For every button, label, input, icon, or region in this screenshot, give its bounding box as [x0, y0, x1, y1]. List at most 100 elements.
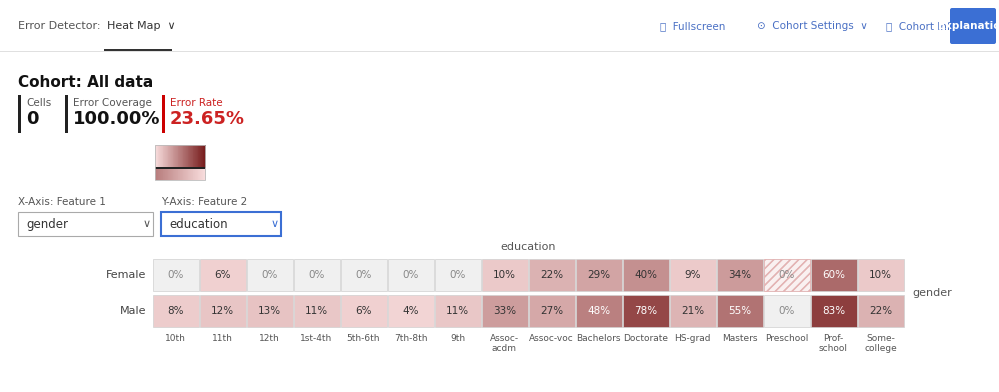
Bar [203, 168, 204, 180]
Text: 0%: 0% [778, 270, 794, 279]
Bar [528, 258, 574, 290]
Bar [179, 145, 181, 168]
Text: 9%: 9% [684, 270, 700, 279]
Text: 29%: 29% [587, 270, 610, 279]
Bar [188, 145, 189, 168]
Text: Assoc-
acdm: Assoc- acdm [490, 334, 519, 354]
Text: 83%: 83% [822, 305, 845, 316]
Text: Error Coverage: Error Coverage [73, 98, 152, 108]
Text: gender: gender [26, 218, 68, 230]
Text: 34%: 34% [728, 270, 751, 279]
Bar [180, 145, 182, 168]
Bar [177, 145, 178, 168]
Bar [161, 168, 162, 180]
Text: 0%: 0% [403, 270, 419, 279]
Bar [155, 168, 156, 180]
Bar [155, 145, 156, 168]
Bar [156, 145, 157, 168]
Bar [175, 168, 177, 180]
Text: 23.65%: 23.65% [170, 110, 245, 128]
Bar [188, 168, 189, 180]
Bar [810, 258, 856, 290]
Bar [164, 168, 166, 180]
Text: 0%: 0% [778, 305, 794, 316]
Bar [158, 145, 159, 168]
Bar [174, 168, 176, 180]
Bar [189, 168, 191, 180]
Text: 0%: 0% [450, 270, 466, 279]
Text: 12%: 12% [211, 305, 234, 316]
Text: 5th-6th: 5th-6th [347, 334, 381, 343]
Bar [159, 145, 161, 168]
Text: 60%: 60% [822, 270, 845, 279]
Bar [202, 145, 203, 168]
Text: 22%: 22% [539, 270, 563, 279]
Text: 55%: 55% [728, 305, 751, 316]
Bar [192, 145, 193, 168]
Bar [171, 168, 172, 180]
Text: Masters: Masters [721, 334, 757, 343]
Bar [716, 258, 762, 290]
Bar [153, 258, 199, 290]
Bar [388, 258, 434, 290]
Bar [198, 145, 199, 168]
Text: 11%: 11% [446, 305, 470, 316]
Bar [341, 258, 387, 290]
Text: Heat Map  ∨: Heat Map ∨ [107, 21, 176, 31]
Text: 6%: 6% [214, 270, 231, 279]
Bar [622, 258, 668, 290]
Bar [201, 168, 202, 180]
Bar [181, 168, 182, 180]
Bar [177, 168, 178, 180]
Bar [194, 168, 195, 180]
Bar [184, 168, 186, 180]
Bar [200, 145, 202, 168]
Text: Female: Female [106, 270, 146, 279]
Bar [167, 145, 168, 168]
Bar [247, 294, 293, 327]
Bar [182, 145, 183, 168]
Bar [183, 168, 184, 180]
Bar [175, 145, 177, 168]
Text: ⛶  Fullscreen: ⛶ Fullscreen [660, 21, 725, 31]
Bar [575, 294, 621, 327]
Bar [162, 145, 163, 168]
Bar [182, 168, 183, 180]
Bar [201, 145, 202, 168]
Bar [204, 168, 206, 180]
Text: 8%: 8% [167, 305, 184, 316]
Bar [184, 145, 185, 168]
Text: 22%: 22% [869, 305, 892, 316]
Text: 40%: 40% [634, 270, 657, 279]
Bar [192, 168, 193, 180]
Bar [158, 168, 159, 180]
Bar [104, 49, 172, 51]
Text: Explanation: Explanation [938, 21, 999, 31]
Bar [0, 0, 999, 52]
Text: Preschool: Preschool [765, 334, 808, 343]
Bar [166, 168, 167, 180]
Bar [153, 294, 199, 327]
FancyBboxPatch shape [18, 212, 153, 236]
Bar [178, 168, 179, 180]
Bar [187, 168, 188, 180]
Text: Male: Male [120, 305, 146, 316]
Bar [189, 168, 190, 180]
Bar [810, 294, 856, 327]
Text: Y-Axis: Feature 2: Y-Axis: Feature 2 [161, 197, 247, 207]
Text: 13%: 13% [258, 305, 281, 316]
Text: 0%: 0% [167, 270, 184, 279]
Bar [435, 294, 481, 327]
Bar [195, 145, 197, 168]
Text: 9th: 9th [450, 334, 466, 343]
Bar [197, 168, 198, 180]
Bar [165, 168, 166, 180]
Text: education: education [169, 218, 228, 230]
Bar [174, 145, 175, 168]
Bar [191, 168, 192, 180]
Bar [189, 145, 190, 168]
Text: 4%: 4% [403, 305, 419, 316]
Text: 0%: 0% [356, 270, 372, 279]
Bar [169, 145, 170, 168]
Bar [199, 168, 201, 180]
